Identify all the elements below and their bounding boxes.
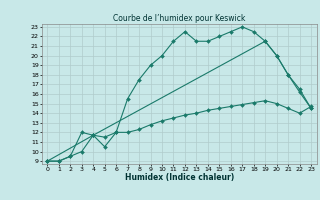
- X-axis label: Humidex (Indice chaleur): Humidex (Indice chaleur): [124, 173, 234, 182]
- Title: Courbe de l’humidex pour Keswick: Courbe de l’humidex pour Keswick: [113, 14, 245, 23]
